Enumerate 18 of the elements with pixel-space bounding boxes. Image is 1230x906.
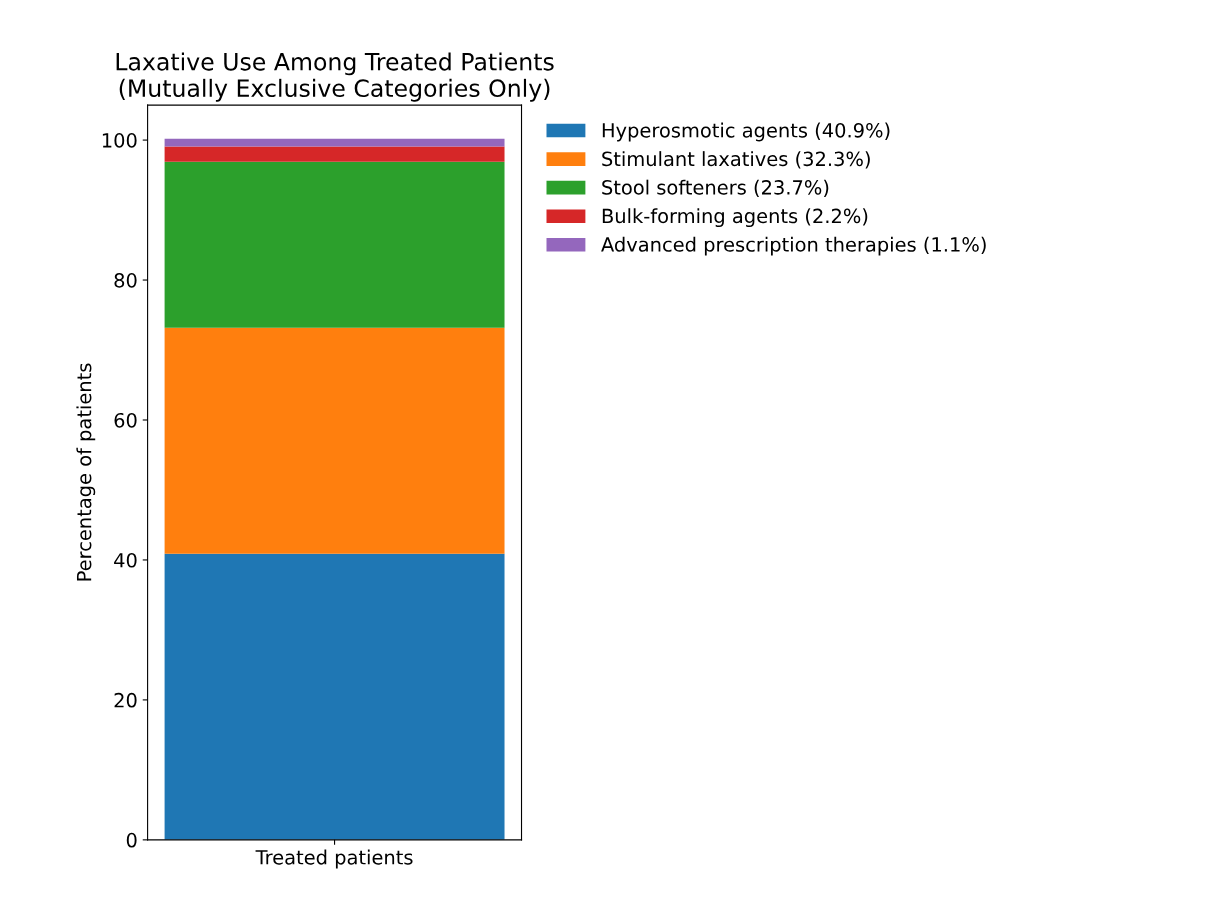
y-tick-label: 20 [114,692,137,708]
bar [164,146,505,162]
x-tick-label: Treated patients [255,849,413,869]
legend-label: Stimulant laxatives (32.3%) [602,151,870,169]
bar [164,138,505,147]
legend-label: Hyperosmotic agents (40.9%) [602,122,890,142]
y-tick-label: 60 [114,412,137,428]
bar [164,327,505,554]
y-axis-title: Percentage of patients [76,363,96,581]
legend-label: Bulk-forming agents (2.2%) [602,208,868,228]
y-tick-label: 100 [102,133,137,148]
y-tick-label: 40 [114,552,137,568]
legend-label: Stool softeners (23.7%) [602,179,829,198]
y-tick-label: 0 [126,832,137,848]
legend-label: Advanced prescription therapies (1.1%) [601,236,986,256]
chart-title: Laxative Use Among Treated Patients (Mutually Exclusive Categories Only) [116,52,554,102]
bar [164,161,505,328]
y-tick-label: 80 [114,273,137,288]
